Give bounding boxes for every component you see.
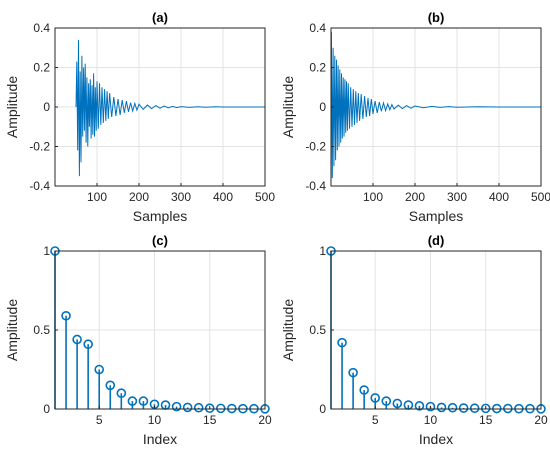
x-tick-label: 500 (255, 190, 275, 204)
panel-title: (d) (428, 233, 445, 248)
y-tick-label: 0.4 (309, 21, 326, 35)
stem-marker (436, 402, 447, 413)
x-tick-label: 300 (447, 190, 467, 204)
stem-marker (193, 402, 204, 413)
y-tick-label: 1 (43, 244, 50, 258)
x-tick-label: 400 (489, 190, 509, 204)
stem-marker (381, 396, 392, 406)
stem-marker (171, 401, 182, 412)
y-tick-label: 0.2 (309, 61, 326, 75)
x-tick-label: 10 (148, 413, 162, 427)
y-tick-label: 0 (43, 100, 50, 114)
stem-marker (116, 388, 127, 399)
stem-marker (72, 334, 82, 345)
stem-marker (447, 402, 458, 413)
stem-marker (182, 402, 193, 413)
y-tick-label: 0 (43, 402, 50, 416)
x-tick-label: 300 (171, 190, 191, 204)
x-tick-label: 200 (405, 190, 425, 204)
stem-marker (94, 364, 105, 375)
panel-a: 100 200 300 400 500 -0.4 -0.2 0 0.2 0.4 (a) Samples… (4, 10, 275, 224)
x-tick-label: 400 (213, 190, 233, 204)
x-axis-label: Index (419, 431, 453, 447)
y-tick-label: -0.2 (29, 140, 50, 154)
panel-b: 100 200 300 400 500 -0.4 -0.2 0 0.2 0.4 (b) Samples… (280, 10, 550, 224)
panel-title: (a) (152, 10, 168, 25)
stem-marker (61, 310, 71, 321)
x-tick-label: 20 (258, 413, 272, 427)
stem-marker (480, 403, 491, 414)
panel-d: 5 10 15 20 0 0.5 1 (d) Index Amplitude (280, 233, 548, 447)
y-tick-label: 0.5 (33, 323, 50, 337)
stem-marker (414, 401, 425, 411)
x-tick-label: 10 (424, 413, 438, 427)
stem-marker (392, 398, 403, 409)
y-tick-label: 0.5 (309, 323, 326, 337)
y-tick-label: -0.4 (29, 179, 50, 193)
stem-marker (348, 367, 358, 378)
y-tick-label: 0 (319, 402, 326, 416)
y-axis-label: Amplitude (280, 76, 296, 138)
x-tick-label: 20 (534, 413, 548, 427)
y-tick-label: 0.4 (33, 21, 50, 35)
x-axis-label: Index (143, 431, 177, 447)
stem-marker (105, 380, 116, 391)
x-axis-label: Samples (133, 208, 187, 224)
x-tick-label: 5 (372, 413, 379, 427)
panel-title: (c) (152, 233, 168, 248)
y-tick-label: -0.2 (305, 140, 326, 154)
x-tick-label: 100 (363, 190, 383, 204)
x-tick-label: 500 (531, 190, 550, 204)
stem-marker (204, 403, 215, 414)
x-tick-label: 100 (87, 190, 107, 204)
stem-marker (138, 396, 149, 406)
y-tick-label: -0.4 (305, 179, 326, 193)
signal-line (75, 39, 265, 177)
y-axis-label: Amplitude (4, 299, 20, 361)
y-tick-label: 0 (319, 100, 326, 114)
x-tick-label: 5 (96, 413, 103, 427)
stem-marker (215, 403, 226, 414)
x-tick-label: 15 (203, 413, 217, 427)
y-tick-label: 1 (319, 244, 326, 258)
x-tick-label: 15 (479, 413, 493, 427)
x-axis-label: Samples (409, 208, 463, 224)
stem-marker (458, 403, 469, 413)
stem-marker (127, 396, 138, 406)
signal-line (330, 31, 541, 179)
y-axis-label: Amplitude (280, 299, 296, 361)
stem-marker (359, 385, 369, 395)
stem-marker (83, 339, 93, 350)
stem-marker (370, 393, 381, 403)
panel-title: (b) (428, 10, 445, 25)
stem-marker (337, 337, 347, 348)
x-tick-label: 200 (129, 190, 149, 204)
stem-marker (469, 403, 480, 414)
y-tick-label: 0.2 (33, 61, 50, 75)
y-axis-label: Amplitude (4, 76, 20, 138)
panel-c: 5 10 15 20 0 0.5 1 (c) Index Amplitude (4, 233, 272, 447)
stem-marker (425, 401, 436, 412)
